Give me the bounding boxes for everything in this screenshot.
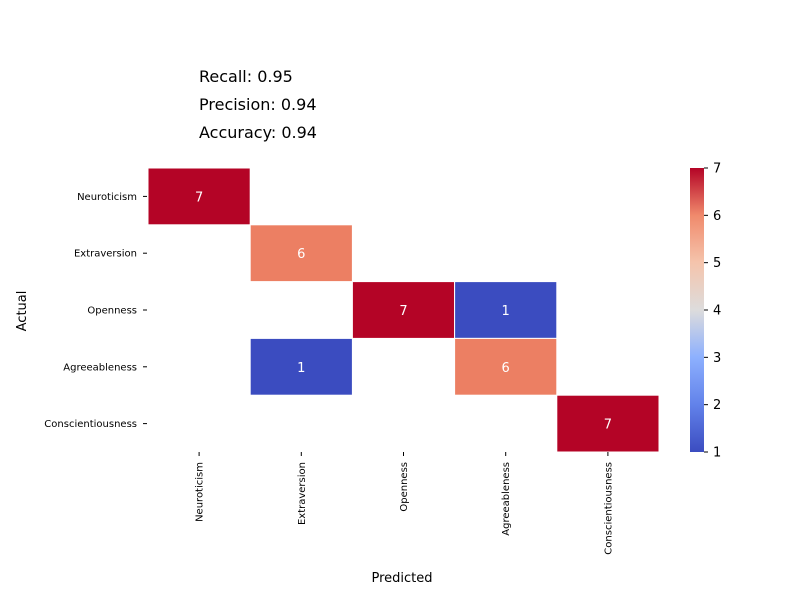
heatmap-cell xyxy=(454,337,558,396)
colorbar-tick-label: 4 xyxy=(713,304,721,319)
x-tick-label: Agreeableness xyxy=(501,462,512,536)
colorbar-tick-label: 3 xyxy=(713,351,721,366)
colorbar xyxy=(690,168,704,452)
cell-value-label: 7 xyxy=(195,190,203,205)
x-tick-label: Openness xyxy=(399,462,410,512)
x-axis-ticks: Neuroticism Extraversion Openness Agreeable… xyxy=(195,452,614,555)
y-tick-label: Agreeableness xyxy=(63,362,137,373)
y-axis-title: Actual xyxy=(15,291,30,332)
heatmap-cell xyxy=(454,281,558,339)
colorbar-tick-label: 1 xyxy=(713,446,721,461)
accuracy-metric: Accuracy: 0.94 xyxy=(199,123,317,142)
colorbar-tick-label: 5 xyxy=(713,256,721,271)
heatmap-cell xyxy=(249,224,353,283)
colorbar-tick-label: 7 xyxy=(713,162,721,177)
cell-value-label: 6 xyxy=(502,361,510,376)
cell-value-label: 7 xyxy=(604,418,612,433)
y-tick-label: Openness xyxy=(87,306,137,317)
colorbar-ticks: 1 2 3 4 5 6 7 xyxy=(704,162,721,461)
x-tick-label: Extraversion xyxy=(297,462,308,525)
heatmap-cell xyxy=(147,167,251,226)
cell-value-label: 1 xyxy=(502,304,510,319)
y-tick-label: Conscientiousness xyxy=(44,419,137,430)
cell-value-label: 7 xyxy=(399,304,407,319)
colorbar-tick-label: 6 xyxy=(713,209,721,224)
colorbar-tick-label: 2 xyxy=(713,398,721,413)
x-tick-label: Neuroticism xyxy=(195,462,206,522)
heatmap-cell xyxy=(351,281,456,339)
x-axis-title: Predicted xyxy=(371,571,432,586)
cell-value-label: 6 xyxy=(297,247,305,262)
x-tick-label: Conscientiousness xyxy=(603,462,614,555)
recall-metric: Recall: 0.95 xyxy=(199,67,293,86)
heatmap-cell xyxy=(249,337,353,396)
y-tick-label: Neuroticism xyxy=(77,192,137,203)
y-axis-ticks: Neuroticism Extraversion Openness Agreeable… xyxy=(44,192,147,430)
cell-value-label: 1 xyxy=(297,361,305,376)
precision-metric: Precision: 0.94 xyxy=(199,95,317,114)
heatmap-cells: 7 6 7 1 1 6 7 xyxy=(147,167,660,453)
y-tick-label: Extraversion xyxy=(74,249,137,260)
